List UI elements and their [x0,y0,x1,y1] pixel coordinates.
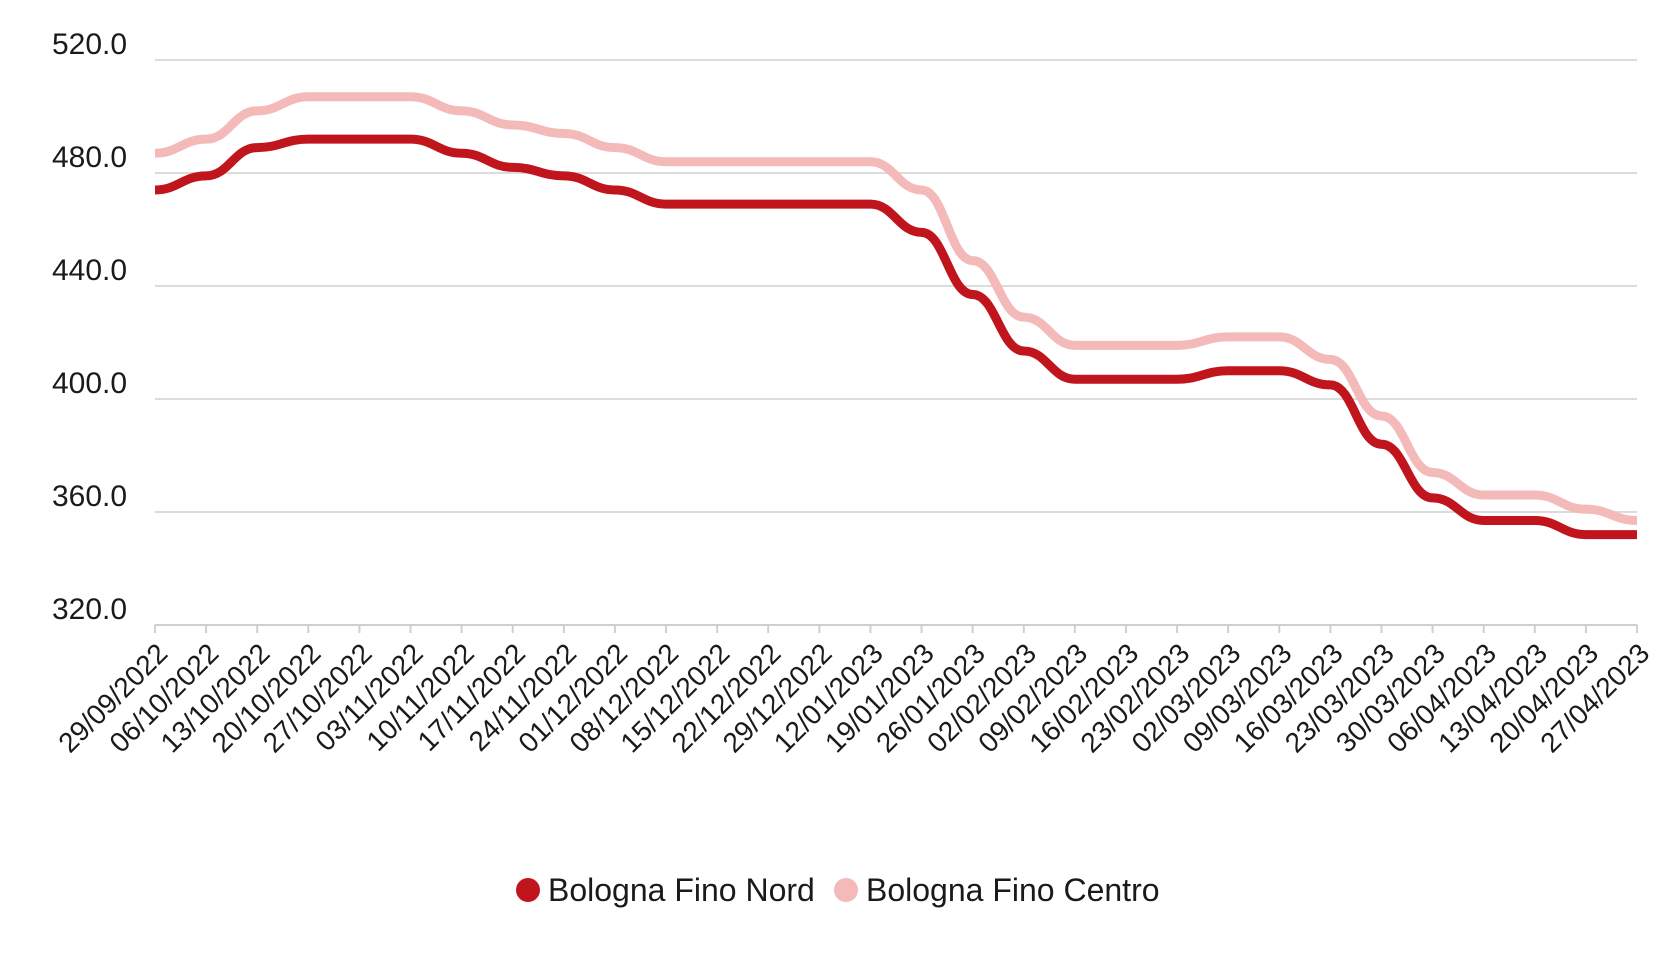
y-tick-label: 400.0 [52,367,127,400]
y-tick-label: 520.0 [52,28,127,61]
legend-item: Bologna Fino Nord [516,872,815,908]
legend-label: Bologna Fino Centro [866,872,1160,908]
x-axis-tick-marks [154,625,1638,633]
y-tick-label: 480.0 [52,141,127,174]
series-line [154,134,1638,540]
series-line [154,92,1638,525]
y-axis-tick-labels: 320.0 360.0 400.0 440.0 480.0 520.0 [52,28,127,626]
series-bologna-fino-centro [154,92,1638,525]
legend-item: Bologna Fino Centro [834,872,1160,908]
series-lines [154,92,1638,540]
y-tick-label: 320.0 [52,593,127,626]
legend-swatch [834,878,858,902]
legend-swatch [516,878,540,902]
y-tick-label: 360.0 [52,480,127,513]
legend: Bologna Fino Nord Bologna Fino Centro [516,872,1160,908]
gridlines [155,59,1637,513]
x-axis-tick-labels: 29/09/202206/10/202213/10/202220/10/2022… [52,637,1655,758]
y-tick-label: 440.0 [52,254,127,287]
series-bologna-fino-nord [154,134,1638,540]
legend-label: Bologna Fino Nord [548,872,815,908]
